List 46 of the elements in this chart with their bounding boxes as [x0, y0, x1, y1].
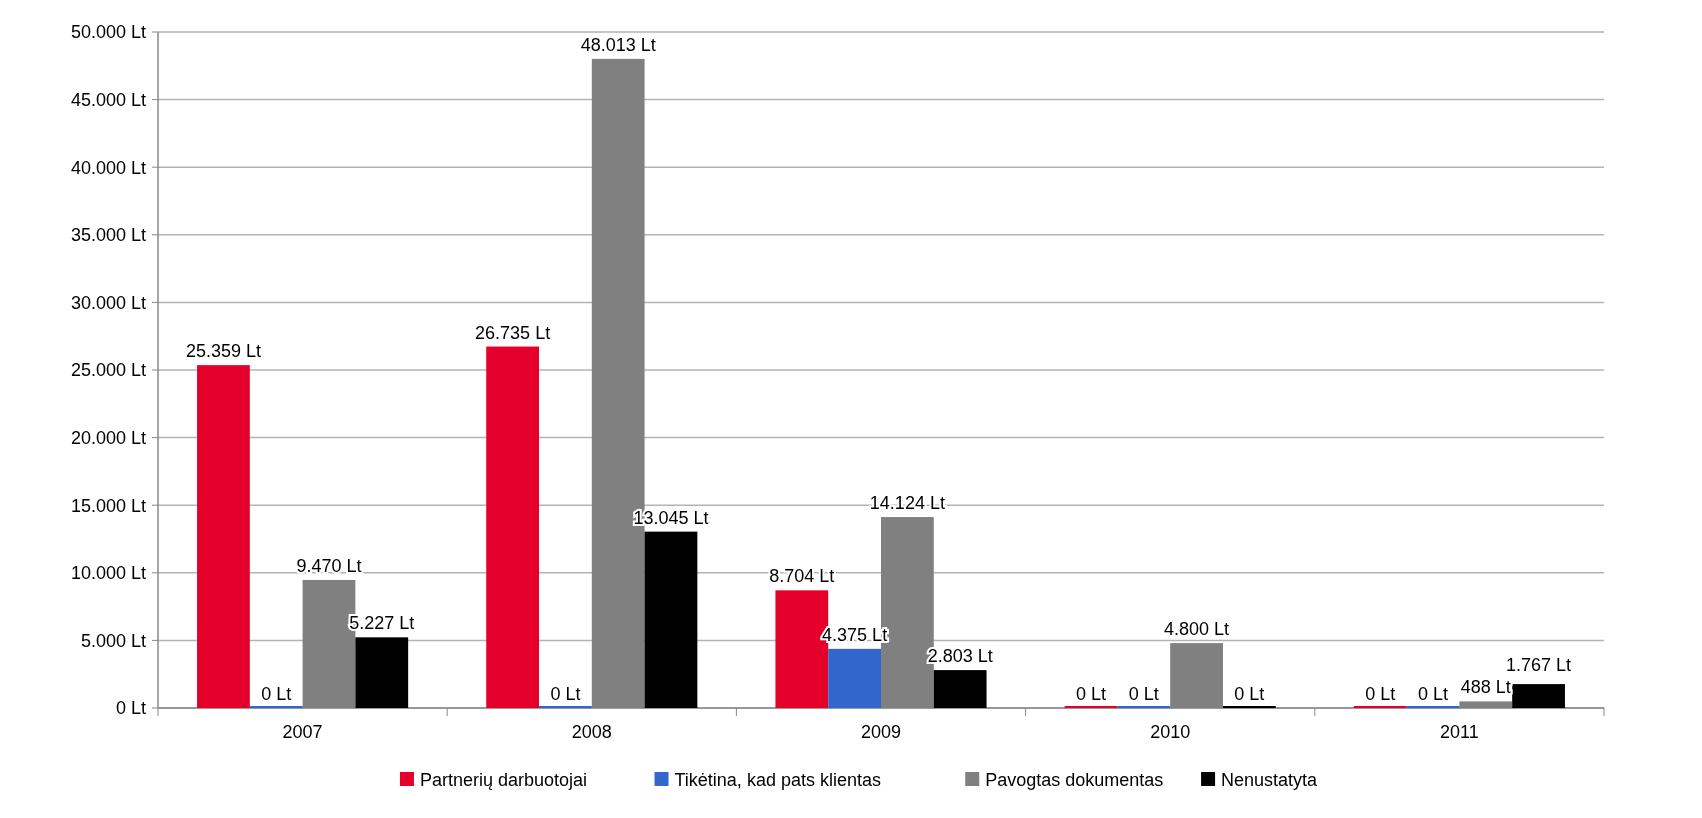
data-label: 14.124 Lt	[869, 493, 945, 514]
x-tick-label: 2011	[1440, 722, 1479, 742]
y-tick-label: 0 Lt	[115, 698, 146, 719]
data-label: 13.045 Lt	[633, 507, 709, 528]
data-label: 5.227 Lt	[349, 613, 415, 634]
data-label: 8.704 Lt	[769, 566, 835, 587]
data-label: 0 Lt	[1365, 684, 1396, 704]
data-label: 26.735 Lt	[475, 322, 551, 343]
bar	[355, 637, 409, 708]
y-tick-label: 20.000 Lt	[70, 427, 146, 448]
data-label: 9.470 Lt	[296, 555, 362, 576]
x-tick-label: 2008	[571, 722, 612, 742]
legend-label: Partnerių darbuotojai	[419, 770, 588, 790]
data-label: 0 Lt	[261, 684, 292, 704]
bar	[933, 670, 987, 708]
data-label: 2.803 Lt	[927, 646, 993, 667]
bar	[197, 365, 250, 708]
bar	[1512, 684, 1565, 708]
bar	[828, 648, 881, 708]
bar	[486, 346, 540, 708]
data-label: 488 Lt	[1460, 677, 1511, 698]
y-tick-label: 50.000 Lt	[70, 22, 146, 43]
y-tick-label: 30.000 Lt	[70, 292, 146, 313]
y-tick-label: 45.000 Lt	[70, 89, 146, 110]
data-label: 1.767 Lt	[1506, 655, 1572, 676]
data-label: 0 Lt	[1128, 684, 1159, 704]
data-label: 0 Lt	[550, 684, 581, 704]
data-label: 0 Lt	[1076, 684, 1107, 704]
y-tick-label: 40.000 Lt	[70, 157, 146, 178]
data-label: 0 Lt	[1234, 684, 1265, 704]
y-tick-label: 25.000 Lt	[70, 360, 146, 381]
y-tick-label: 10.000 Lt	[70, 563, 146, 584]
data-label: 48.013 Lt	[580, 34, 656, 55]
x-tick-label: 2007	[282, 722, 323, 742]
legend-label: Tikėtina, kad pats klientas	[674, 770, 881, 790]
x-tick-label: 2009	[860, 722, 902, 742]
bar	[644, 531, 698, 708]
x-tick-label: 2010	[1150, 722, 1191, 742]
data-label: 4.800 Lt	[1164, 619, 1230, 640]
data-label: 0 Lt	[1417, 684, 1449, 704]
y-tick-label: 35.000 Lt	[70, 225, 146, 246]
data-label: 25.359 Lt	[185, 341, 261, 362]
legend-label: Pavogtas dokumentas	[985, 770, 1164, 790]
legend-label: Nenustatyta	[1221, 770, 1319, 790]
y-tick-label: 5.000 Lt	[80, 630, 146, 651]
y-tick-label: 15.000 Lt	[70, 495, 146, 516]
